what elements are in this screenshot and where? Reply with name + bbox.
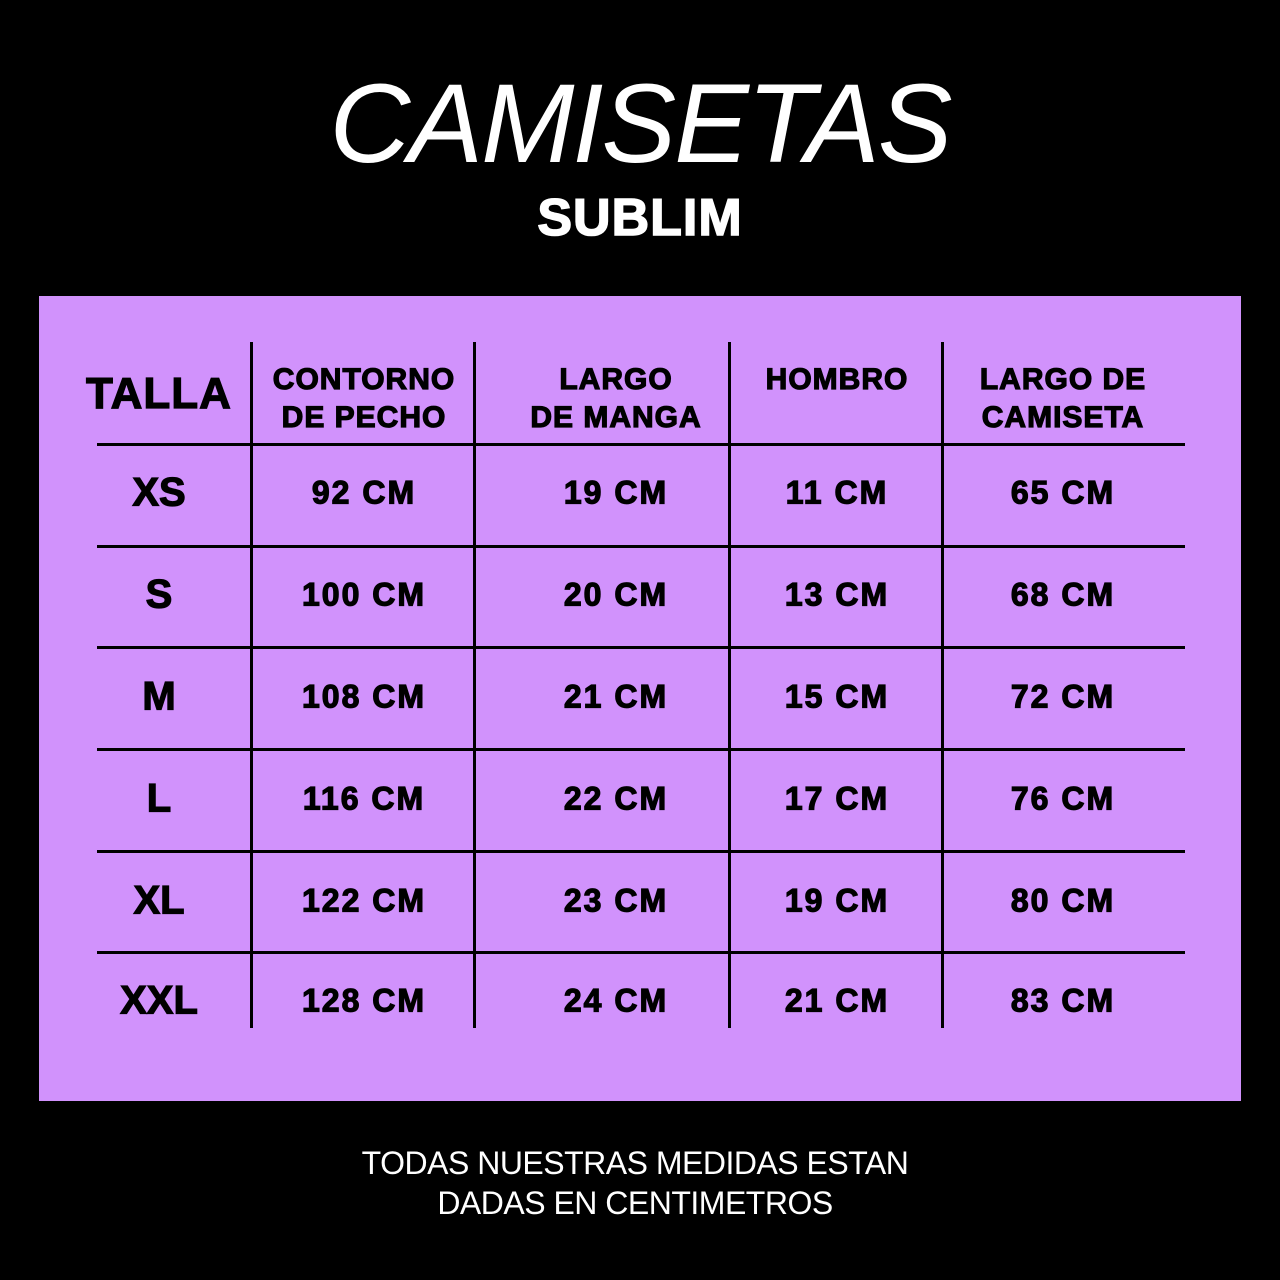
size-label: M [142,674,177,719]
measurement-cell: 122 CM [301,882,427,919]
size-label: XS [132,470,187,515]
measurement-cell: 116 CM [302,780,426,817]
measurement-cell: 72 CM [1010,678,1116,715]
column-header-line: DE MANGA [530,400,702,434]
measurement-cell: 24 CM [563,982,669,1019]
measurement-cell: 21 CM [563,678,669,715]
column-header-line: LARGO DE [979,362,1147,396]
column-header-line: CAMISETA [981,400,1145,434]
measurement-cell: 92 CM [311,474,417,511]
measurement-cell: 19 CM [563,474,669,511]
size-label: XL [133,878,185,923]
measurement-cell: 65 CM [1010,474,1116,511]
column-divider [941,342,944,1028]
column-header: TALLA [85,368,232,419]
footer-line-1: TODAS NUESTRAS MEDIDAS ESTAN [361,1145,909,1181]
row-divider [97,748,1185,751]
measurement-cell: 11 CM [785,474,889,511]
column-header-line: LARGO [559,362,673,396]
measurement-cell: 15 CM [784,678,890,715]
page-title: CAMISETAS [329,61,953,186]
column-header: LARGO DE CAMISETA [979,361,1147,437]
measurement-cell: 23 CM [563,882,669,919]
column-divider [728,342,731,1028]
column-divider [473,342,476,1028]
row-divider [97,545,1185,548]
column-header-line: HOMBRO [765,362,909,396]
measurement-cell: 21 CM [784,982,890,1019]
measurement-cell: 128 CM [301,982,427,1019]
row-divider [97,646,1185,649]
column-header: LARGO DE MANGA [530,361,702,437]
column-divider [250,342,253,1028]
column-header: CONTORNO DE PECHO [272,361,456,437]
measurement-cell: 19 CM [784,882,890,919]
size-table-panel [39,296,1241,1101]
column-header-line: TALLA [85,368,232,418]
row-divider [97,850,1185,853]
row-divider [97,951,1185,954]
measurement-cell: 80 CM [1010,882,1116,919]
measurement-cell: 17 CM [784,780,890,817]
measurement-cell: 100 CM [301,576,427,613]
size-label: S [145,572,173,617]
column-header: HOMBRO [765,361,909,399]
size-label: L [146,776,172,821]
row-divider [97,443,1185,446]
footer-note: TODAS NUESTRAS MEDIDAS ESTAN DADAS EN CE… [0,1143,1270,1223]
size-label: XXL [120,978,199,1023]
measurement-cell: 20 CM [563,576,669,613]
measurement-cell: 68 CM [1010,576,1116,613]
footer-line-2: DADAS EN CENTIMETROS [437,1185,833,1221]
measurement-cell: 83 CM [1010,982,1116,1019]
page-subtitle: SUBLIM [537,189,743,247]
column-header-line: CONTORNO [272,362,456,396]
column-header-line: DE PECHO [281,400,447,434]
measurement-cell: 22 CM [563,780,669,817]
measurement-cell: 76 CM [1010,780,1116,817]
measurement-cell: 13 CM [784,576,890,613]
measurement-cell: 108 CM [301,678,427,715]
